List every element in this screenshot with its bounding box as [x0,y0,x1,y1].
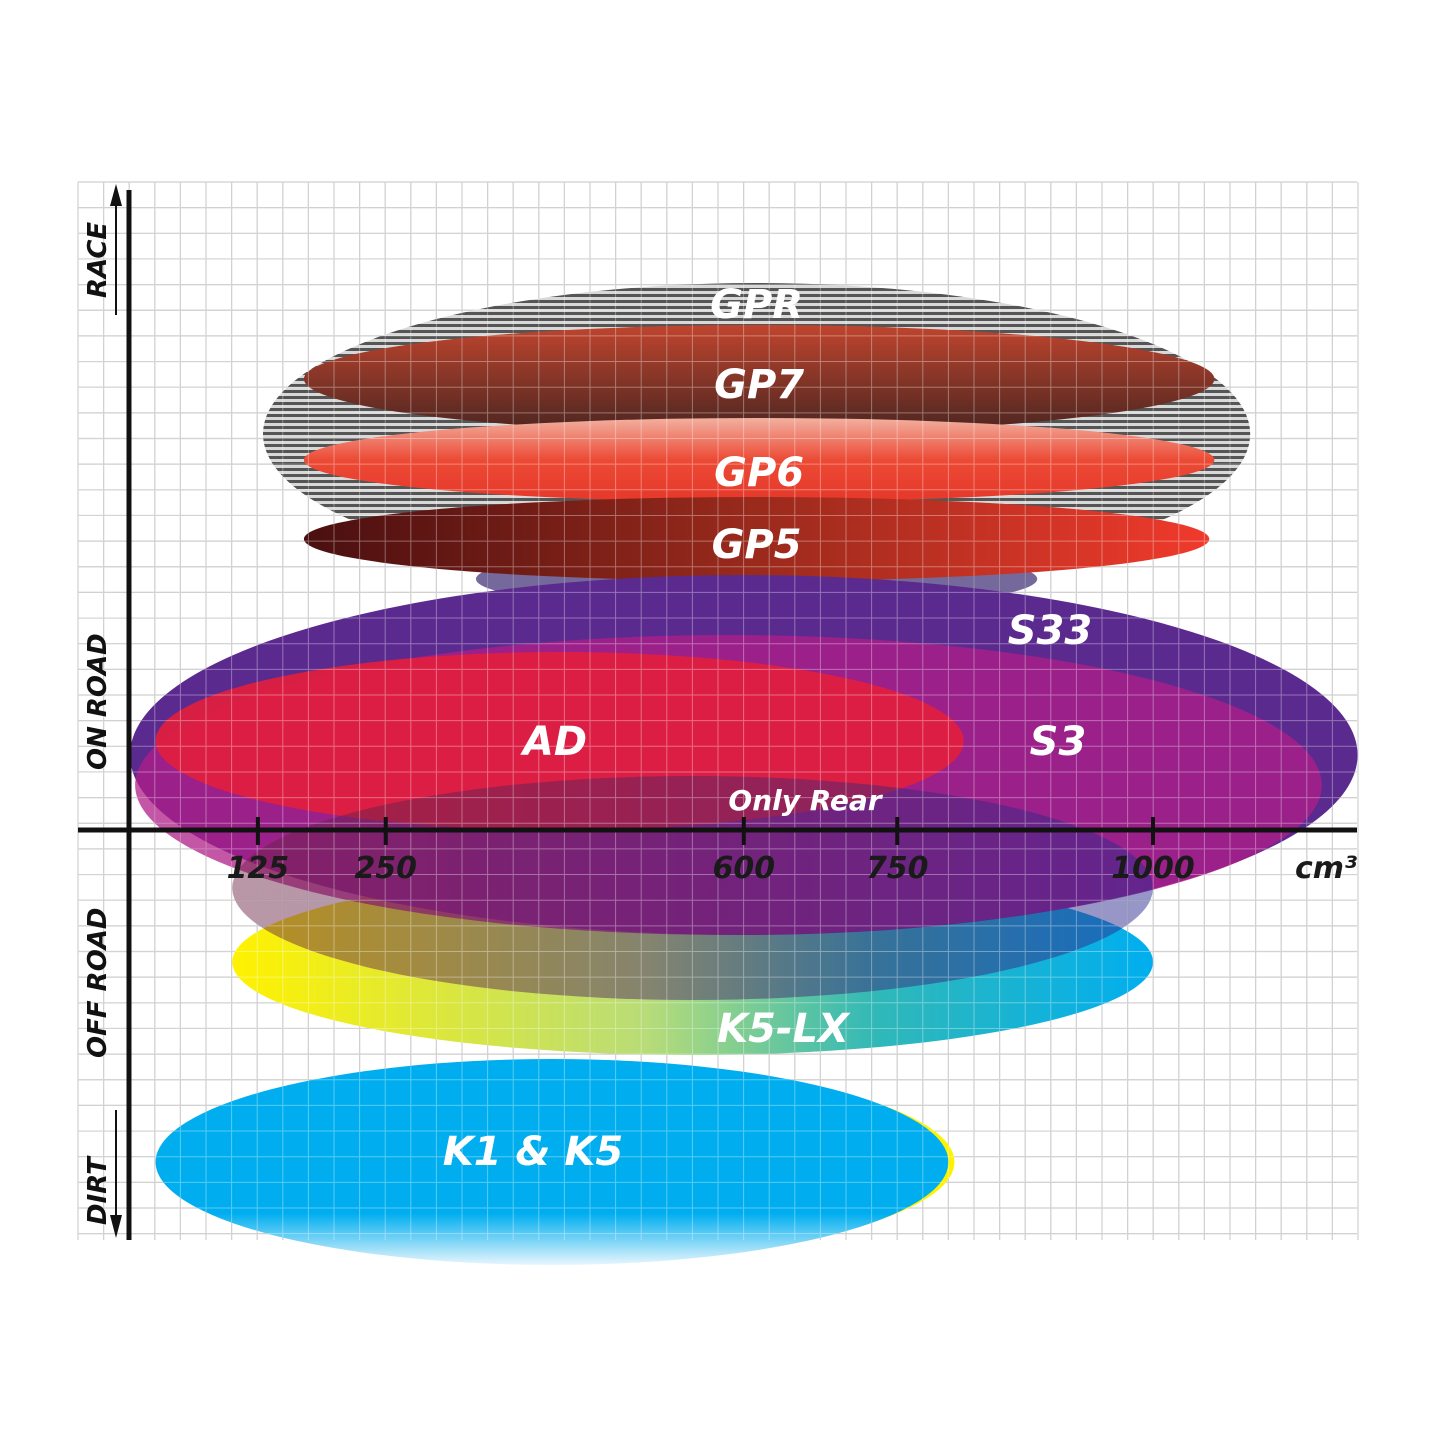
label-s33: S33 [1008,608,1092,654]
grid-overlay [77,181,1359,1240]
label-gpr: GPR [710,282,803,328]
x-tick-label: 125 [227,851,290,886]
label-gp5: GP5 [712,522,802,568]
y-label-dirt: DIRT [83,1155,113,1225]
tire-labels: GPR GP7 GP6 GP5 S33 S3 AD Only Rear K5-LX K1 & K5 [443,282,1092,1175]
x-tick-label: 750 [866,851,929,886]
label-gp7: GP7 [714,362,804,408]
ellipse-k1-k5 [155,1059,949,1265]
axes: RACE ON ROAD OFF ROAD DIRT [78,184,1357,1240]
dirt-arrowhead-icon [110,1215,122,1238]
label-only-rear: Only Rear [728,784,883,817]
race-arrowhead-icon [110,184,122,206]
label-ad: AD [520,719,587,765]
label-k1-k5: K1 & K5 [443,1129,623,1175]
label-k5-lx: K5-LX [717,1006,851,1052]
x-tick-label: 1000 [1111,851,1195,886]
ellipse-gp6 [303,418,1215,502]
y-label-race: RACE [83,222,113,298]
ellipse-gp5 [303,497,1210,581]
x-ticks: 125 250 600 750 1000 [227,817,1195,886]
label-gp6: GP6 [714,450,804,496]
x-tick-label: 600 [712,851,775,886]
label-s3: S3 [1030,719,1087,765]
x-tick-label: 250 [354,851,417,886]
y-label-off-road: OFF ROAD [83,907,113,1058]
ellipse-gp7 [303,325,1215,433]
y-label-on-road: ON ROAD [83,633,113,770]
x-unit-label: cm³ [1295,851,1357,886]
